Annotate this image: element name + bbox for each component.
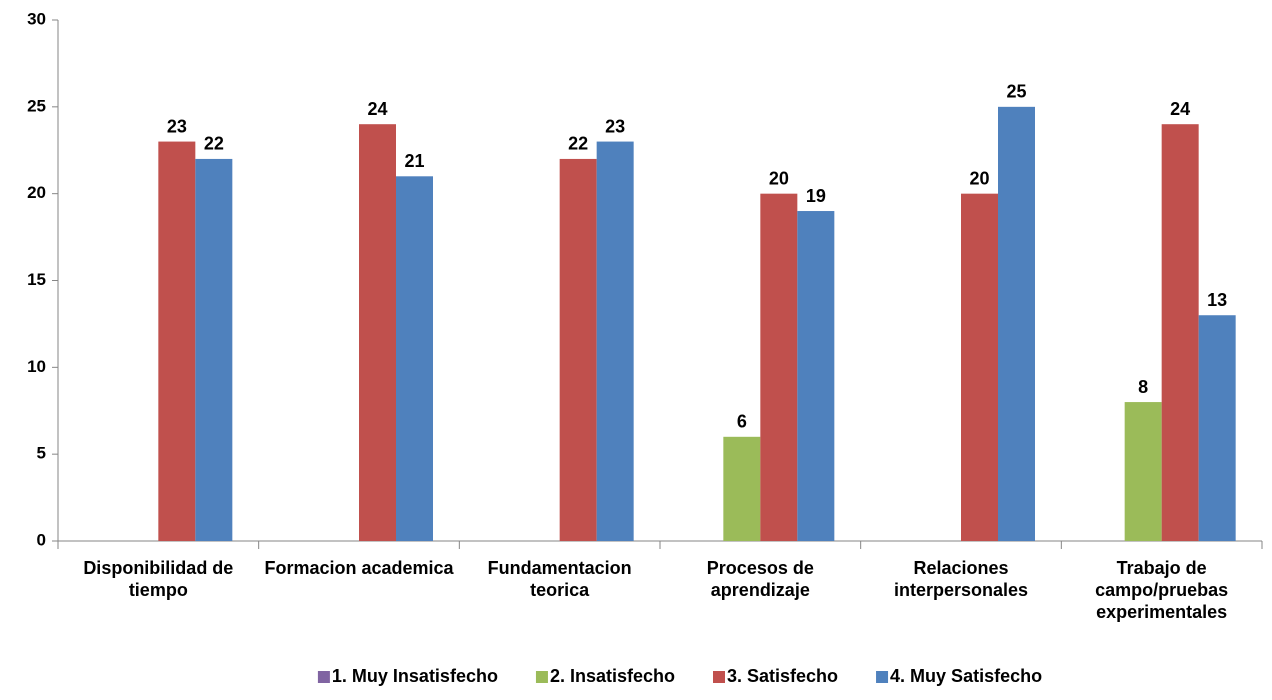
- x-tick-label: Procesos de aprendizaje: [707, 558, 814, 600]
- data-label: 22: [568, 134, 588, 154]
- data-label: 23: [605, 116, 625, 136]
- y-tick-label: 10: [27, 357, 46, 376]
- data-label: 20: [969, 168, 989, 188]
- bar: [158, 141, 196, 542]
- x-tick-label: Disponibilidad de tiempo: [83, 558, 233, 600]
- y-tick-label: 25: [27, 96, 46, 115]
- data-label: 6: [737, 412, 747, 432]
- legend-swatch: [876, 671, 889, 683]
- bar: [797, 211, 835, 542]
- data-label: 23: [167, 116, 187, 136]
- legend-label: 3. Satisfecho: [727, 666, 838, 686]
- bar: [195, 158, 233, 541]
- y-tick-label: 5: [37, 444, 46, 463]
- bar: [559, 158, 597, 541]
- x-tick-label: Fundamentacion teorica: [488, 558, 632, 600]
- data-label: 19: [806, 186, 826, 206]
- legend-swatch: [317, 671, 330, 683]
- bar: [1161, 124, 1199, 541]
- data-label: 20: [769, 168, 789, 188]
- legend-label: 2. Insatisfecho: [550, 666, 675, 686]
- bar: [1124, 402, 1162, 541]
- y-tick-label: 15: [27, 270, 46, 289]
- data-label: 24: [367, 99, 387, 119]
- bar: [1198, 315, 1236, 541]
- data-label: 8: [1138, 377, 1148, 397]
- legend: 1. Muy Insatisfecho 2. Insatisfecho 3. Sat…: [317, 666, 1042, 686]
- bar: [998, 106, 1035, 541]
- legend-label: 1. Muy Insatisfecho: [332, 666, 498, 686]
- legend-label: 4. Muy Satisfecho: [890, 666, 1042, 686]
- bar: [723, 436, 761, 541]
- data-label: 22: [204, 134, 224, 154]
- y-tick-label: 20: [27, 183, 46, 202]
- bar: [359, 124, 396, 541]
- data-label: 25: [1006, 82, 1026, 102]
- data-label: 13: [1207, 290, 1227, 310]
- x-tick-label: Relaciones interpersonales: [894, 558, 1028, 600]
- data-label: 21: [404, 151, 424, 171]
- x-tick-label: Formacion academica: [264, 558, 454, 578]
- legend-swatch: [713, 671, 725, 683]
- legend-swatch: [535, 671, 548, 683]
- y-tick-label: 30: [27, 9, 46, 28]
- bar: [596, 141, 634, 542]
- y-tick-label: 0: [37, 530, 46, 549]
- bar: [961, 193, 998, 541]
- data-label: 24: [1170, 99, 1190, 119]
- bar: [760, 193, 798, 541]
- bar: [396, 176, 433, 542]
- x-tick-label: Trabajo de campo/pruebas experimentales: [1095, 558, 1228, 622]
